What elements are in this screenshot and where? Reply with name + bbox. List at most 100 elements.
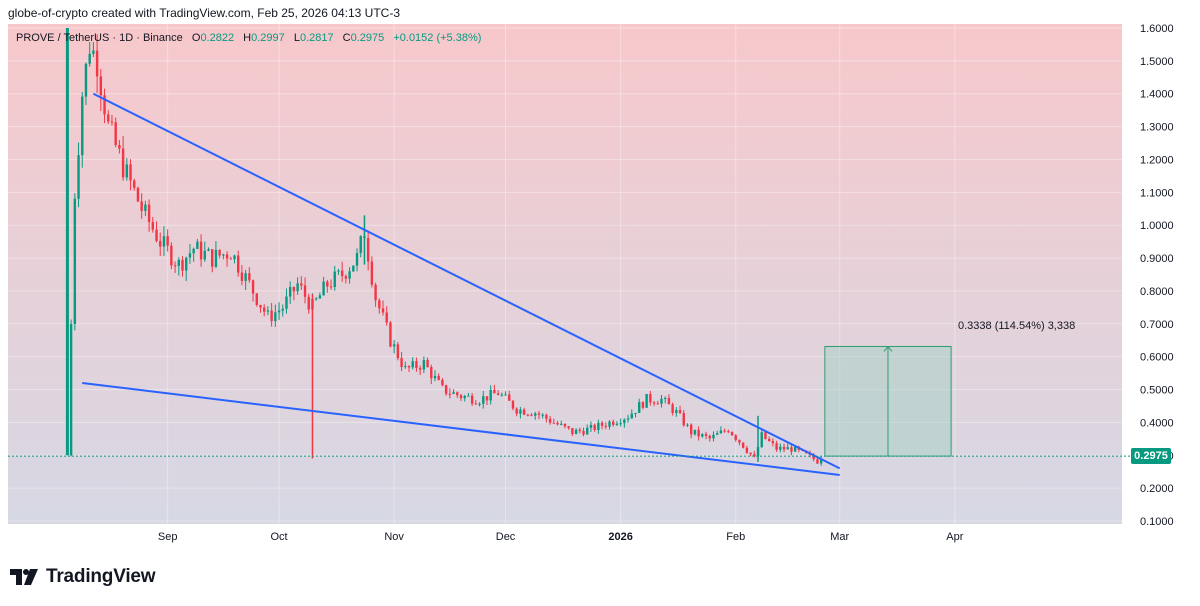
candle-body [496,393,500,395]
price-tick-label: 0.4000 [1140,417,1174,429]
candle-body [229,258,232,260]
candle-body [745,447,749,453]
tradingview-logo-icon [10,569,38,585]
candle-body [333,271,336,287]
candle-body [225,254,229,259]
candle-body [816,459,819,464]
candle-body [218,249,221,256]
candle-body [314,298,318,300]
candle-body [303,285,307,297]
candle-body [701,434,704,437]
candle-body [136,187,140,202]
candle-body [288,287,292,297]
candle-body [623,419,626,424]
close-label: C [342,32,351,44]
candle-body [77,155,80,199]
candle-body [664,397,667,399]
candle-body [678,409,682,414]
time-axis: Sep Oct Nov Dec 2026 Feb Mar Apr [158,531,964,543]
measure-box[interactable] [824,345,952,457]
candle-body [125,164,129,178]
candle-body [214,249,218,267]
candle-body [69,323,73,456]
candle-body [292,287,296,292]
candle-body [211,249,214,267]
candle-body [92,50,95,54]
candle-body [452,392,455,394]
candle-body [715,433,719,435]
last-price-tag: 0.2975 [1131,448,1171,465]
candle-body [660,398,663,404]
candle-body [329,286,333,288]
candle-body [519,409,522,414]
trendlines[interactable] [82,92,841,476]
candle-body [597,422,600,431]
candle-body [374,284,377,301]
candle-body [147,204,151,223]
candle-body [819,458,823,464]
change-value: +0.0152 (+5.38%) [393,32,482,44]
candle-body [185,257,188,271]
trendline[interactable] [82,381,840,476]
candle-body [586,427,589,435]
candle-body [582,430,585,435]
candle-body [589,424,593,428]
candle-body [812,454,815,460]
candle-body [426,359,429,368]
candle-body [296,283,299,292]
low-value: 0.2817 [299,32,334,44]
chart-caption: globe-of-crypto created with TradingView… [8,6,400,20]
candle-body [173,265,177,267]
candle-body [381,308,385,313]
candle-body [162,236,166,247]
candle-body [500,394,504,396]
candle-body [188,253,192,258]
candle-body [88,53,91,64]
candle-body [545,414,548,419]
candle-body [526,414,530,416]
symbol-name[interactable]: PROVE / TetherUS · 1D · Binance [16,32,183,44]
candle-body [337,270,340,272]
candle-body [181,259,184,271]
candle-body [489,389,492,401]
candle-body [563,423,567,427]
candle-body [541,414,544,416]
price-tick-label: 1.2000 [1140,154,1174,166]
symbol-legend: PROVE / TetherUS · 1D · Binance O0.2822 … [16,32,487,44]
candle-body [307,296,310,310]
price-tick-label: 0.5000 [1140,385,1174,397]
candle-body [411,361,414,368]
candle-body [641,402,645,408]
candle-body [159,240,162,247]
price-tick-label: 0.2000 [1140,483,1174,495]
candle-body [422,359,426,370]
candle-body [738,439,741,443]
candle-body [682,413,685,426]
candle-body [277,310,281,313]
tradingview-logo[interactable]: TradingView [10,566,156,588]
candle-body [693,429,697,435]
candle-body [552,422,556,424]
candle-body [274,312,277,322]
price-tick-label: 0.8000 [1140,286,1174,298]
tradingview-logo-text: TradingView [46,566,156,587]
grid-lines [8,24,1122,524]
price-axis-background [1122,24,1192,524]
time-tick-label: Dec [496,531,516,543]
trendline[interactable] [92,92,841,470]
candle-body [244,273,247,281]
candle-body [407,366,411,368]
candle-body [712,434,715,439]
candle-body [433,375,437,379]
candle-body [474,403,478,405]
high-label: H [243,32,252,44]
candle-body [667,397,671,405]
candle-body [270,310,273,322]
candle-body [508,394,511,401]
candle-body [352,265,355,272]
candle-body [511,400,515,409]
candle-body [463,396,466,399]
time-tick-label: Mar [830,531,849,543]
candle-body [537,413,541,415]
